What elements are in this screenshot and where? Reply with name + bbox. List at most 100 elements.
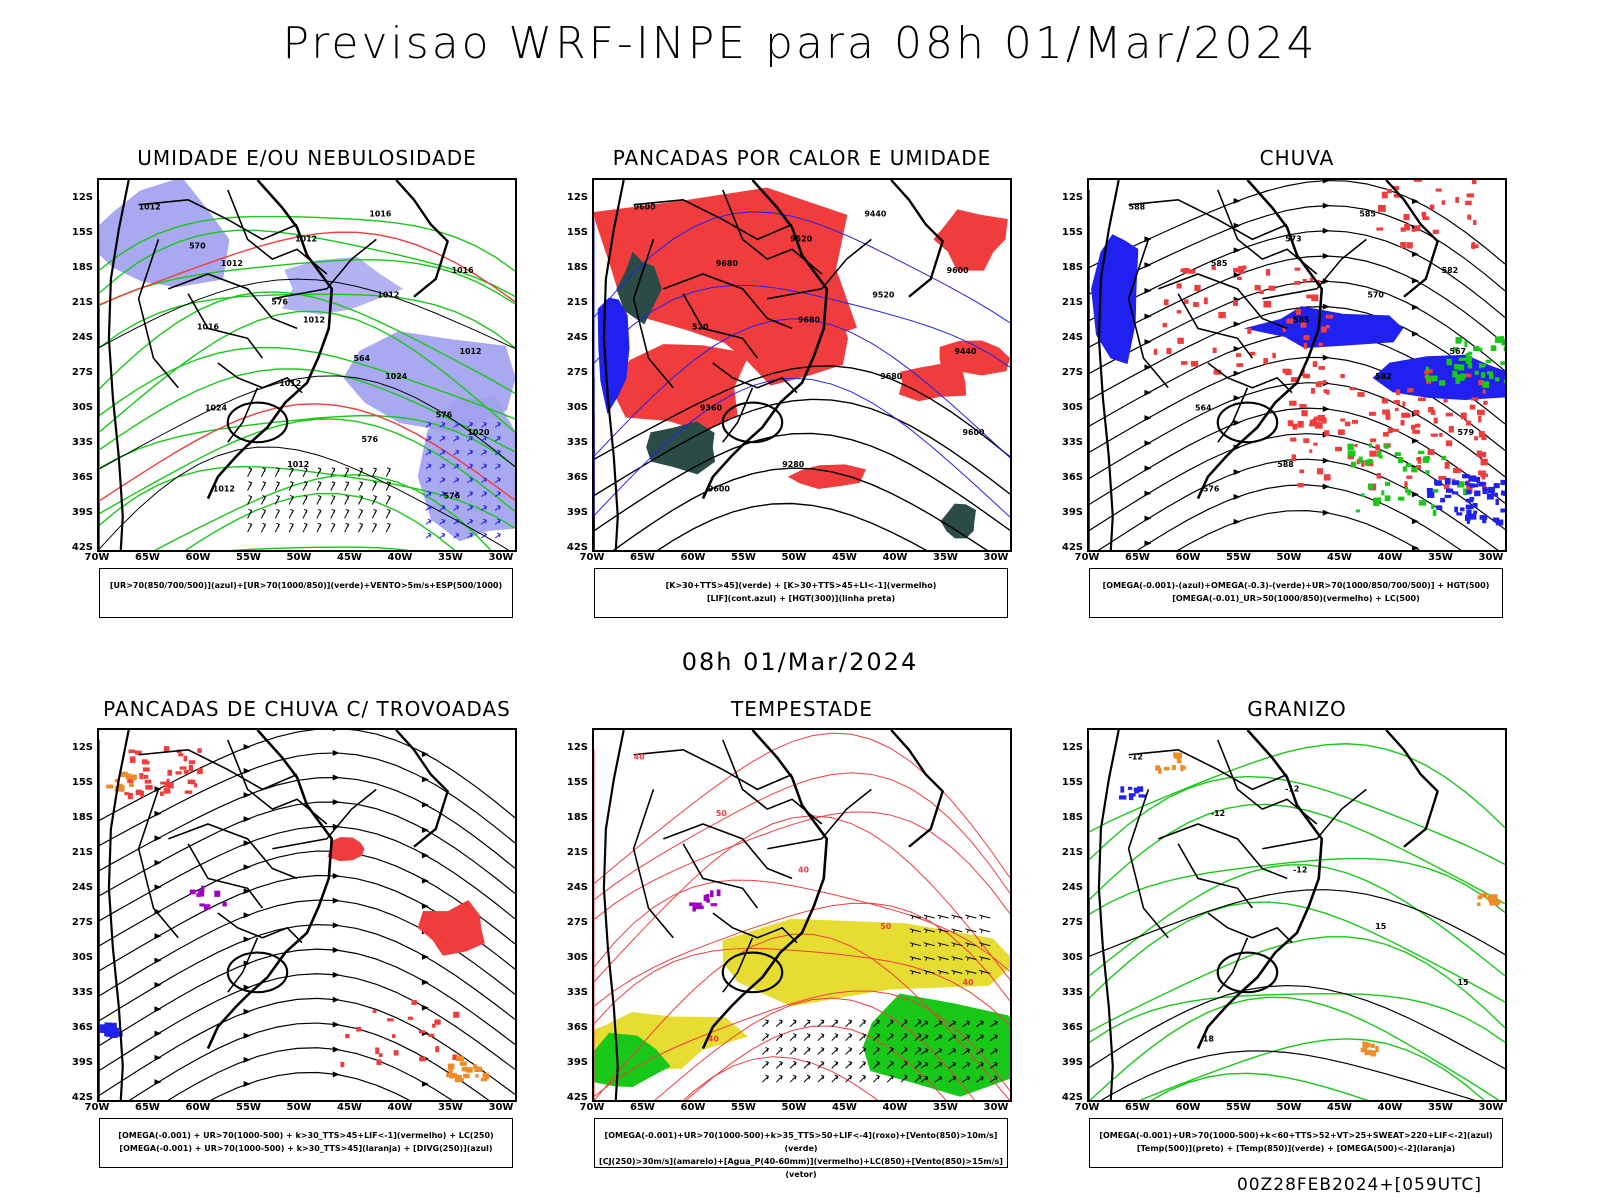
rain-area (1189, 269, 1196, 274)
latitude-tick-label: 30S (71, 402, 93, 413)
streamline-arrow (154, 859, 162, 866)
longitude-tick-label: 40W (387, 1102, 413, 1113)
forecast-map: 588 585 585 582 579 576 573 570 567 564 588 585 582 (1087, 178, 1507, 552)
purple-speckle (199, 903, 205, 907)
thunderstorm-area (183, 755, 188, 762)
omega-area (1444, 494, 1452, 498)
omega-500-area (1476, 902, 1481, 906)
rain-area (1265, 269, 1271, 276)
rain-area (1291, 454, 1297, 462)
wind-vector (951, 928, 963, 933)
strong-omega-area (1422, 458, 1429, 463)
rain-area (1302, 278, 1307, 283)
state-border (217, 912, 303, 944)
contour-label: 585 (1293, 315, 1310, 324)
streamline-arrow (332, 996, 340, 1003)
wind-vector (872, 1019, 880, 1028)
streamline (1089, 255, 1505, 348)
rain-area (1314, 422, 1323, 429)
latitude-tick-label: 30S (566, 402, 588, 413)
wind-vector (439, 518, 446, 525)
wind-vector (803, 1033, 811, 1041)
wind-vector (425, 421, 432, 428)
latitude-tick-label: 39S (71, 507, 93, 518)
strong-omega-area (1479, 363, 1486, 368)
wind-vector (247, 508, 253, 519)
wind-vector (920, 1034, 929, 1042)
omega-500-area (1491, 898, 1496, 904)
state-border (138, 198, 298, 241)
thunderstorm-area (197, 748, 202, 753)
humidity-low-contour (99, 310, 515, 434)
latitude-tick-label: 18S (566, 262, 588, 273)
strong-omega-area (1381, 490, 1385, 496)
thunderstorm-area (145, 784, 153, 790)
rain-area (1183, 299, 1189, 304)
purple-speckle (189, 889, 196, 895)
thunderstorm-weak-area (120, 771, 128, 777)
wind-vector (481, 532, 487, 539)
latitude-tick-label: 33S (1061, 437, 1083, 448)
latitude-tick-label: 27S (1061, 917, 1083, 928)
latitude-tick-label: 36S (71, 472, 93, 483)
streamline-arrow (1411, 330, 1419, 337)
temp-850-contour (1089, 996, 1500, 1100)
wind-vector (453, 477, 460, 484)
humidity-low-contour (99, 418, 515, 515)
wind-vector (886, 1033, 894, 1041)
thunderstorm-area (166, 778, 170, 785)
legend-line: [OMEGA(-0.001)+UR>70(1000-500)+k>35_TTS>… (604, 1131, 998, 1153)
contour-label: 579 (1457, 428, 1474, 437)
strong-omega-area (1367, 458, 1373, 464)
wind-vector (425, 449, 432, 456)
latitude-tick-label: 30S (1061, 402, 1083, 413)
wind-vector (358, 467, 364, 478)
thunderstorm-area (190, 779, 196, 785)
wind-vector (817, 1033, 825, 1041)
rain-area (1401, 412, 1409, 416)
instability-area (787, 464, 866, 490)
latitude-tick-label: 33S (566, 437, 588, 448)
strong-omega-area (1463, 488, 1468, 496)
state-border (1217, 387, 1249, 443)
streamline-arrow (1233, 518, 1241, 525)
rain-area (1429, 204, 1435, 210)
streamline (99, 826, 515, 922)
streamline (1089, 458, 1499, 550)
rain-area (1309, 423, 1316, 427)
thunderstorm-area (411, 999, 417, 1005)
rain-area (1406, 475, 1413, 479)
wind-vector (859, 1047, 867, 1055)
rain-area (1369, 450, 1377, 457)
purple-speckle (222, 901, 227, 907)
streamline-arrow (243, 1056, 251, 1063)
wind-vector (316, 495, 322, 505)
omega-area (1495, 498, 1499, 506)
strong-omega-area (1347, 443, 1354, 450)
coastline-west (1097, 730, 1120, 1100)
contour-label: 15 (1457, 978, 1468, 987)
streamline-arrow (1144, 540, 1152, 547)
wind-vector (481, 477, 487, 484)
strong-omega-area (1369, 443, 1373, 448)
strong-omega-area (1503, 379, 1505, 384)
streamline-arrow (154, 981, 162, 988)
thunderstorm-area (188, 760, 196, 765)
humidity-upper-area (99, 180, 230, 288)
instability-area (610, 344, 750, 432)
wind-vector (948, 1020, 957, 1028)
temp-850-contour (1089, 847, 1505, 916)
latitude-tick-label: 42S (1061, 542, 1083, 553)
contour-label: 1012 (377, 291, 399, 300)
strong-omega-area (1394, 452, 1401, 457)
streamline-arrow (421, 979, 429, 986)
streamline-arrow (243, 816, 251, 823)
rain-area (1453, 467, 1461, 474)
wind-vector (900, 1047, 908, 1055)
wind-vector (909, 914, 921, 920)
contour-label: 9600 (947, 266, 970, 275)
wind-vector (948, 1034, 957, 1042)
omega-area (1434, 480, 1442, 485)
strong-omega-area (1432, 509, 1437, 516)
wind-vector (962, 1034, 971, 1042)
